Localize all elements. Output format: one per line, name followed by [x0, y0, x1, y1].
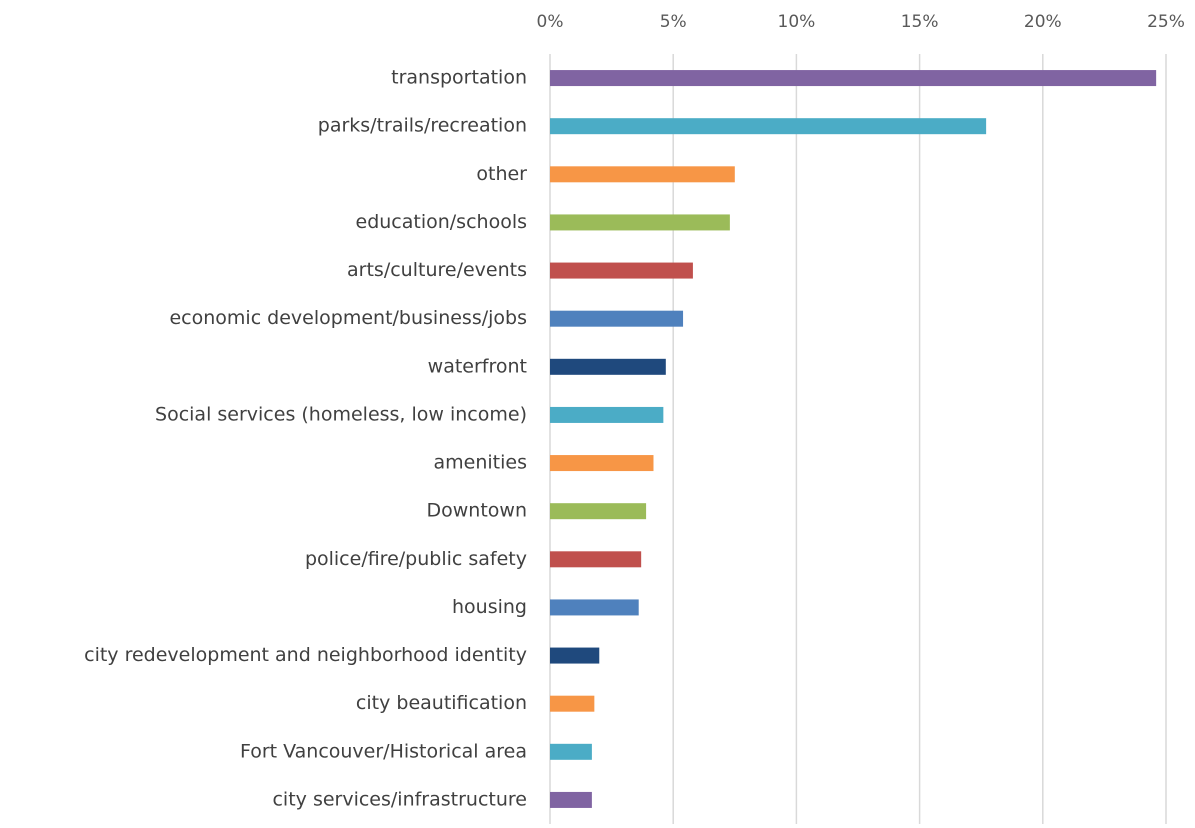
x-tick-label: 0% — [537, 12, 564, 32]
bar — [550, 791, 592, 808]
category-label: parks/trails/recreation — [318, 115, 527, 137]
bar — [550, 358, 666, 375]
bar — [550, 70, 1157, 87]
bar — [550, 647, 600, 664]
category-label: other — [476, 163, 527, 185]
x-tick-label: 15% — [901, 12, 939, 32]
bar — [550, 551, 642, 568]
category-label: Downtown — [427, 500, 528, 522]
bar — [550, 310, 684, 327]
category-label: transportation — [391, 67, 527, 89]
x-tick-label: 20% — [1024, 12, 1062, 32]
bar — [550, 118, 987, 135]
bar — [550, 166, 735, 183]
bar — [550, 695, 595, 712]
category-label: education/schools — [356, 211, 528, 233]
x-tick-label: 5% — [660, 12, 687, 32]
bar — [550, 262, 693, 279]
bar — [550, 406, 664, 423]
bar — [550, 743, 592, 760]
category-label: city beautification — [356, 692, 527, 714]
x-tick-label: 10% — [778, 12, 816, 32]
category-label: waterfront — [428, 355, 527, 377]
bar — [550, 214, 730, 231]
category-label: economic development/business/jobs — [169, 307, 527, 329]
bar — [550, 503, 647, 520]
category-label: city services/infrastructure — [272, 788, 527, 810]
category-label: amenities — [434, 452, 527, 474]
category-label: housing — [452, 596, 527, 618]
category-label: Social services (homeless, low income) — [155, 403, 527, 425]
category-label: arts/culture/events — [347, 259, 527, 281]
category-label: police/fire/public safety — [305, 548, 527, 570]
category-label: city redevelopment and neighborhood iden… — [84, 644, 527, 666]
x-tick-label: 25% — [1147, 12, 1185, 32]
category-label: Fort Vancouver/Historical area — [240, 740, 527, 762]
bar — [550, 455, 654, 472]
bar — [550, 599, 639, 616]
